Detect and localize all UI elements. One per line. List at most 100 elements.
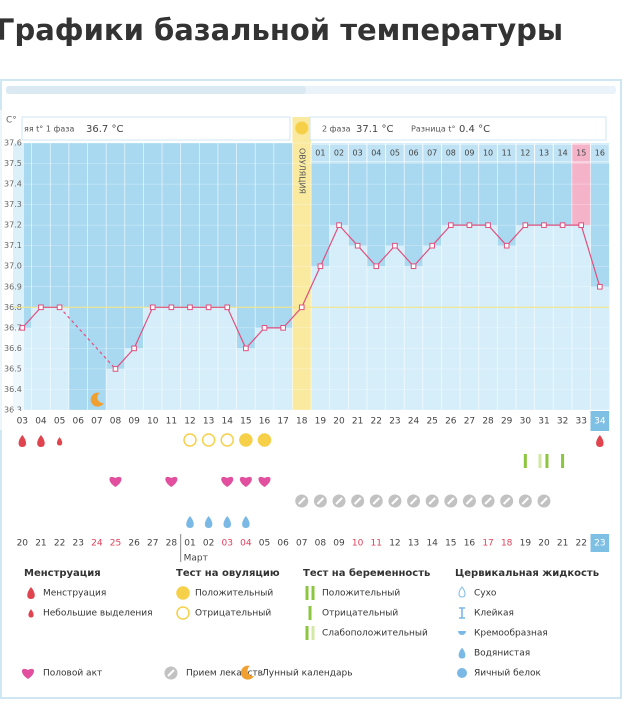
temperature-point	[466, 222, 473, 228]
scroll-thumb[interactable]	[6, 86, 306, 94]
date-label: 23	[72, 539, 83, 549]
legend-item: Кремообразная	[474, 629, 548, 639]
pill-stroke	[465, 497, 474, 505]
date-label: 02	[203, 539, 214, 549]
heart-icon	[21, 668, 35, 679]
temperature-point	[373, 263, 380, 270]
test-bar	[523, 454, 527, 468]
x-tick-label: 31	[538, 417, 549, 427]
x-tick-label: 32	[557, 417, 568, 427]
temperature-point	[224, 304, 231, 311]
date-label: 17	[482, 539, 493, 549]
x-tick-label: 19	[315, 417, 327, 427]
test-bar	[538, 454, 542, 468]
x-tick-label: 15	[240, 417, 251, 427]
x-tick-label: 23	[389, 417, 400, 427]
pill-stroke	[353, 497, 362, 505]
temperature-column	[478, 225, 498, 410]
phase2-box	[309, 116, 607, 141]
temperature-column	[571, 225, 591, 410]
temperature-point	[187, 304, 193, 311]
phase2-day-label: 13	[539, 149, 549, 158]
phase2-day-label: 16	[595, 149, 605, 158]
current-day-cell	[590, 411, 610, 431]
temperature-point	[38, 304, 44, 311]
sticky-icon	[459, 607, 465, 619]
y-tick-label: 36.3	[4, 406, 22, 415]
phase2-day-label: 11	[502, 149, 512, 158]
phase2-day-label: 07	[427, 149, 437, 158]
heart-icon	[165, 476, 178, 487]
pill-stroke	[335, 497, 343, 505]
x-tick-label: 13	[203, 417, 214, 427]
phase2-day-label: 12	[520, 149, 530, 158]
egg-white-icon	[457, 668, 467, 678]
date-label: 12	[389, 539, 400, 549]
x-tick-label: 05	[54, 417, 65, 427]
day-row	[13, 411, 610, 431]
diff-value: 0.4 °C	[459, 124, 490, 135]
x-tick-label: 11	[166, 417, 177, 427]
date-label: 20	[538, 539, 550, 549]
x-tick-label: 08	[110, 417, 122, 427]
legend-item: Отрицательный	[195, 609, 271, 619]
y-tick-label: 37.1	[4, 241, 22, 250]
test-bar	[305, 586, 309, 600]
temperature-column	[460, 225, 479, 410]
test-bar	[311, 586, 315, 600]
temperature-point	[336, 222, 342, 228]
date-label: 28	[166, 539, 178, 549]
date-label: 26	[128, 539, 140, 549]
pill-stroke	[298, 497, 306, 505]
temperature-column	[180, 307, 200, 410]
temperature-point	[354, 242, 361, 249]
temperature-point	[19, 325, 26, 331]
temperature-column	[31, 307, 51, 410]
temperature-point	[448, 222, 454, 228]
temperature-point	[243, 345, 249, 352]
y-tick-label: 37.0	[4, 262, 22, 271]
date-label: 06	[277, 539, 289, 549]
drop-icon	[242, 516, 250, 528]
temperature-point	[131, 345, 137, 352]
drop-icon	[18, 435, 27, 447]
date-label: 16	[464, 539, 476, 549]
temperature-column	[329, 225, 349, 410]
creamy-icon	[458, 631, 466, 635]
pill-stroke	[167, 669, 175, 677]
date-label: 20	[17, 539, 29, 549]
date-label: 05	[259, 539, 270, 549]
date-label: 23	[594, 539, 605, 549]
temperature-column	[311, 266, 330, 410]
phase2-label: 2 фаза	[322, 125, 351, 134]
phase2-day-label: 08	[446, 149, 456, 158]
pill-stroke	[391, 497, 399, 505]
temperature-column	[124, 348, 144, 410]
date-label: 04	[240, 539, 252, 549]
date-label: 11	[371, 539, 382, 549]
temperature-point	[280, 325, 286, 331]
temperature-column	[553, 225, 572, 410]
temperature-column	[366, 266, 386, 410]
pill-stroke	[502, 497, 511, 505]
drop-icon	[28, 609, 34, 618]
legend-item: Лунный календарь	[262, 669, 353, 679]
temperature-point	[503, 242, 510, 249]
x-tick-label: 25	[426, 417, 437, 427]
phase2-day-cell	[590, 143, 610, 163]
test-bar	[545, 454, 549, 468]
legend-item: Сухо	[474, 589, 497, 599]
drop-icon	[27, 587, 35, 599]
temperature-point	[298, 304, 305, 311]
temperature-point	[261, 325, 268, 331]
temperature-column	[404, 266, 423, 410]
phase2-day-label: 09	[464, 149, 474, 158]
legend-item: Слабоположительный	[322, 629, 428, 639]
phase2-day-label: 06	[408, 149, 418, 158]
month-label: Март	[184, 554, 208, 564]
x-tick-label: 10	[147, 417, 159, 427]
phase2-day-label: 04	[371, 149, 381, 158]
heart-icon	[258, 476, 271, 487]
x-tick-label: 12	[184, 417, 195, 427]
legend-item: Небольшие выделения	[43, 609, 153, 619]
